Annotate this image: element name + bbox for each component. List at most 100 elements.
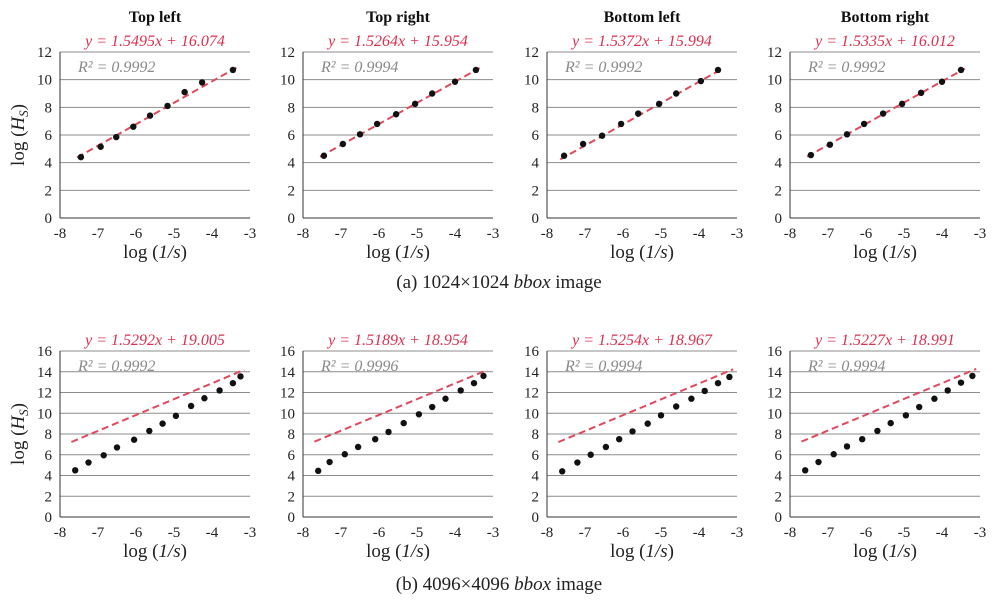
chart-4-ytick-2: 4 [775,156,783,172]
chart-6-ytick-7: 14 [280,365,296,381]
chart-4-point-8 [957,66,965,74]
chart-5-point-5 [146,427,153,435]
chart-5-ytick-7: 14 [37,365,53,381]
chart-4-point-2 [843,131,851,138]
chart-8-point-12 [969,372,976,380]
chart-6-ytick-2: 4 [288,469,296,485]
chart-8-point-11 [957,379,965,386]
chart-5-point-10 [216,387,223,394]
chart-7-point-8 [673,403,680,410]
chart-3-point-3 [617,120,625,128]
chart-5-point-9 [201,395,208,402]
chart-8-xlabel: log (1/s) [853,541,917,562]
chart-5-r-squared: R² = 0.9992 [77,358,155,375]
chart-2-point-7 [451,78,459,85]
chart-1-ytick-0: 0 [45,211,53,227]
chart-5-ylabel: log (HS) [8,403,31,465]
chart-1-ytick-2: 4 [45,156,53,172]
chart-1-point-7 [198,79,206,86]
chart-1-point-6 [181,88,188,96]
chart-8-xtick-2: -6 [860,525,873,541]
chart-6-equation: y = 1.5189x + 18.954 [326,332,468,349]
chart-1-ytick-1: 2 [45,183,53,199]
chart-3-ytick-4: 8 [532,100,540,116]
chart-8-point-0 [802,467,809,474]
chart-7-r-squared: R² = 0.9994 [564,358,642,375]
caption-b-emphasis: bbox [514,574,552,595]
chart-8-point-4 [859,435,866,443]
chart-1-xtick-0: -8 [54,226,67,242]
chart-6-ytick-3: 6 [288,448,296,464]
chart-4-xtick-3: -5 [898,226,911,242]
chart-6-point-8 [429,403,436,411]
chart-7-ytick-2: 4 [532,469,540,485]
chart-6-ytick-5: 10 [280,406,295,422]
chart-1-point-4 [146,112,154,119]
chart-6-xtick-3: -5 [411,525,424,541]
chart-2-xtick-4: -4 [449,226,462,242]
chart-5-point-6 [159,420,166,427]
chart-7-xtick-1: -7 [579,525,592,541]
chart-3-point-5 [655,100,663,108]
chart-4-point-3 [860,120,868,128]
chart-1-xlabel: log (1/s) [123,242,187,263]
chart-7-ytick-1: 2 [532,489,540,505]
chart-4-xtick-4: -4 [936,226,949,242]
chart-3-ytick-2: 4 [532,156,540,172]
chart-4-point-1 [826,141,834,148]
chart-8-xtick-0: -8 [784,525,797,541]
chart-1-title: Top left [129,9,182,26]
chart-7-ytick-6: 12 [524,386,539,402]
chart-2-xlabel: log (1/s) [366,242,430,263]
chart-6-xtick-2: -6 [373,525,386,541]
chart-6-point-5 [385,428,392,436]
chart-7-point-12 [726,373,733,381]
chart-4-title: Bottom right [841,9,930,26]
chart-8-ytick-2: 4 [775,469,783,485]
chart-1-point-1 [97,143,104,150]
chart-2-point-0 [320,152,328,159]
chart-3-point-0 [560,152,568,159]
chart-1-ytick-3: 6 [45,128,53,144]
chart-1-ytick-5: 10 [37,73,52,89]
caption-a: (a) 1024×1024 bbox image [0,272,998,294]
chart-6-point-12 [480,372,487,380]
caption-b: (b) 4096×4096 bbox image [0,574,998,596]
chart-1-xtick-4: -4 [206,226,219,242]
chart-3-point-8 [714,66,722,74]
chart-6-point-10 [457,387,464,394]
chart-4-xtick-2: -6 [860,226,873,242]
chart-4-point-7 [938,78,946,85]
chart-8-point-3 [843,443,851,450]
chart-5-ytick-4: 8 [45,427,53,443]
chart-2-ytick-3: 6 [288,128,296,144]
chart-7-xtick-4: -4 [693,525,706,541]
chart-7-xtick-0: -8 [541,525,554,541]
chart-2-equation: y = 1.5264x + 15.954 [326,33,468,50]
chart-5-xlabel: log (1/s) [123,541,187,562]
chart-4-r-squared: R² = 0.9992 [807,59,885,76]
chart-8-ytick-3: 6 [775,448,783,464]
chart-3-point-4 [635,110,642,117]
chart-4-point-4 [879,110,887,117]
caption-b-tail: image [551,574,603,595]
chart-2-point-8 [472,66,480,74]
chart-1-point-0 [77,153,85,161]
chart-1-point-3 [130,123,137,130]
chart-5-point-11 [229,379,237,387]
chart-1-ylabel: log (HS) [8,104,31,166]
chart-3-ytick-1: 2 [532,183,540,199]
chart-5-point-1 [85,459,92,466]
chart-3-r-squared: R² = 0.9992 [564,59,642,76]
chart-5-ytick-6: 12 [37,386,52,402]
chart-7-ytick-3: 6 [532,448,540,464]
chart-2-xtick-1: -7 [335,226,348,242]
chart-3-ytick-5: 10 [524,73,539,89]
chart-8-point-1 [815,458,822,466]
chart-1-ylabel-text: log (HS) [8,104,31,166]
chart-2-ytick-2: 4 [288,156,296,172]
chart-6-xlabel: log (1/s) [366,541,430,562]
chart-7-equation: y = 1.5254x + 18.967 [570,332,713,349]
chart-3-point-2 [598,132,606,139]
chart-2-xtick-3: -5 [411,226,424,242]
